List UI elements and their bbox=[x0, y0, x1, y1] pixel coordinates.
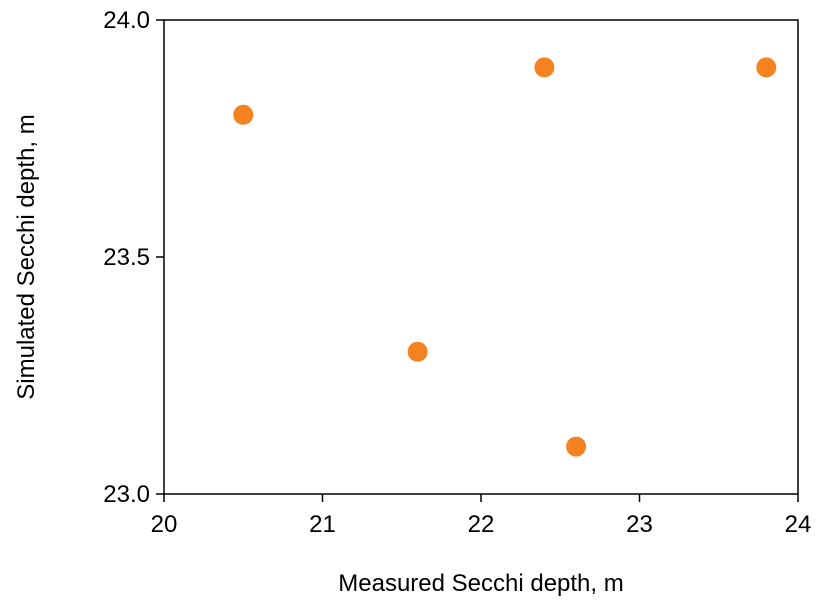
x-tick-label: 23 bbox=[626, 511, 653, 538]
x-tick-label: 24 bbox=[785, 511, 812, 538]
y-axis: 23.0 23.5 24.0 bbox=[103, 7, 164, 508]
data-point bbox=[534, 57, 555, 78]
x-tick-label: 20 bbox=[151, 511, 178, 538]
data-point bbox=[407, 341, 428, 362]
x-axis-title: Measured Secchi depth, m bbox=[338, 570, 623, 597]
y-axis-title: Simulated Secchi depth, m bbox=[13, 114, 40, 399]
data-point bbox=[233, 104, 254, 125]
y-tick-label: 23.5 bbox=[103, 244, 150, 271]
x-tick-label: 21 bbox=[309, 511, 336, 538]
y-tick-label: 24.0 bbox=[103, 7, 150, 34]
data-points bbox=[233, 57, 777, 457]
x-axis: 20 21 22 23 24 bbox=[151, 494, 812, 538]
x-tick-label: 22 bbox=[468, 511, 495, 538]
data-point bbox=[756, 57, 777, 78]
y-tick-label: 23.0 bbox=[103, 481, 150, 508]
plot-area-frame bbox=[163, 19, 799, 495]
data-point bbox=[566, 436, 587, 457]
